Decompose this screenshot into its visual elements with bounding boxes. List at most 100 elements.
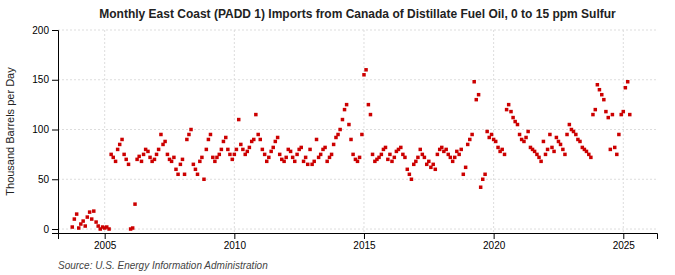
grid-line-y — [58, 79, 657, 80]
title: Monthly East Coast (PADD 1) Imports from… — [99, 7, 616, 21]
x-axis-line — [59, 234, 658, 240]
point — [594, 108, 598, 112]
point — [334, 136, 338, 140]
point — [239, 143, 243, 147]
point — [183, 173, 187, 177]
point — [455, 150, 459, 154]
point — [568, 123, 572, 127]
point — [181, 158, 185, 162]
point — [535, 153, 539, 157]
point — [421, 153, 425, 157]
point — [349, 138, 353, 142]
point — [241, 148, 245, 152]
point — [600, 93, 604, 97]
point — [248, 146, 252, 150]
point — [161, 143, 165, 147]
y-axis-title: Thousand Barrels per Day — [4, 67, 16, 196]
point — [120, 138, 124, 142]
x-axis-tick: 2020 — [483, 233, 506, 251]
point — [548, 133, 552, 137]
grid-line-x — [234, 30, 235, 233]
grid-line-y — [58, 179, 657, 180]
point — [408, 173, 412, 177]
x-axis: 20052010201520202025 — [59, 233, 658, 251]
point — [205, 148, 209, 152]
point — [598, 88, 602, 92]
point — [628, 113, 632, 117]
point — [226, 148, 230, 152]
point — [155, 153, 159, 157]
point — [518, 133, 522, 137]
chart: 20052010201520202025050100150200Monthly … — [0, 0, 675, 275]
point — [546, 148, 550, 152]
point — [617, 133, 621, 137]
point — [289, 150, 293, 154]
point — [243, 153, 247, 157]
point — [496, 146, 500, 150]
point — [360, 133, 364, 137]
point — [343, 108, 347, 112]
x-axis-tick-label: 2020 — [483, 240, 506, 251]
y-axis: 050100150200 — [32, 25, 58, 235]
y-axis-tick: 200 — [32, 25, 58, 36]
point — [142, 153, 146, 157]
point — [602, 98, 606, 102]
point — [90, 217, 94, 221]
point — [453, 156, 457, 160]
point — [393, 156, 397, 160]
point — [369, 113, 373, 117]
point — [440, 146, 444, 150]
point — [124, 158, 128, 162]
point — [371, 153, 375, 157]
point — [464, 166, 468, 170]
point — [118, 143, 122, 147]
x-axis-tick-label: 2010 — [224, 240, 247, 251]
point — [153, 158, 157, 162]
point — [109, 153, 113, 157]
point — [481, 178, 485, 182]
x-axis-tick-label: 2005 — [94, 240, 117, 251]
point — [211, 156, 215, 160]
x-axis-tick: 2015 — [353, 233, 376, 251]
point — [522, 140, 526, 144]
point — [572, 130, 576, 134]
point — [468, 138, 472, 142]
point — [127, 163, 131, 167]
grid-line-y — [58, 129, 657, 130]
point — [436, 153, 440, 157]
y-axis-tick-mark — [52, 30, 58, 31]
x-axis-tick-mark — [234, 233, 235, 239]
y-axis-tick-mark — [52, 229, 58, 230]
point — [470, 133, 474, 137]
point — [487, 136, 491, 140]
point — [284, 156, 288, 160]
x-axis-tick-mark — [105, 233, 106, 239]
point — [122, 153, 126, 157]
point — [449, 156, 453, 160]
point — [596, 83, 600, 87]
point — [140, 160, 144, 164]
point — [265, 160, 269, 164]
point — [472, 80, 476, 84]
point — [412, 163, 416, 167]
point — [209, 133, 213, 137]
y-axis-line — [52, 31, 59, 234]
point — [380, 153, 384, 157]
point — [524, 136, 528, 140]
point — [198, 160, 202, 164]
point — [429, 166, 433, 170]
point — [291, 156, 295, 160]
point — [457, 153, 461, 157]
point — [544, 153, 548, 157]
point — [224, 136, 228, 140]
grid-line-y — [58, 30, 657, 31]
point — [338, 128, 342, 131]
point — [79, 222, 83, 226]
point — [86, 215, 90, 219]
point — [323, 146, 327, 150]
point — [507, 103, 511, 107]
x-axis-tick: 2010 — [224, 233, 247, 251]
point — [358, 156, 362, 160]
point — [555, 136, 559, 140]
point — [607, 116, 611, 120]
